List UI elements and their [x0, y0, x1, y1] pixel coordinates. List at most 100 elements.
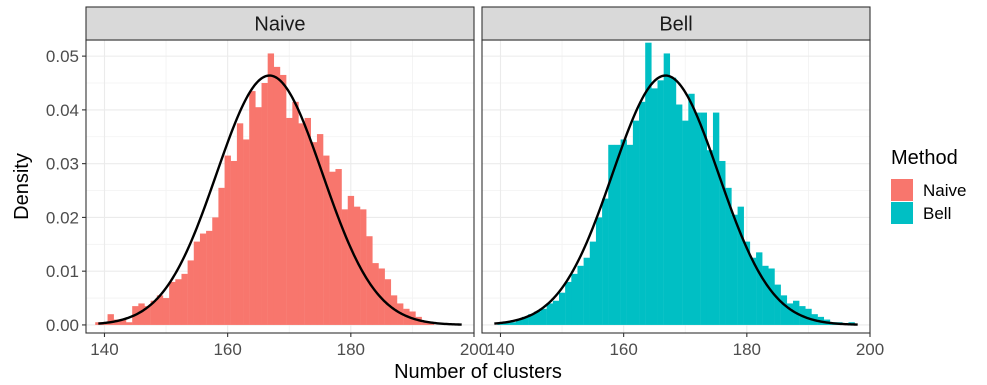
- x-tick-label: 140: [486, 340, 514, 359]
- histogram-bar: [565, 281, 572, 325]
- histogram-bar: [749, 257, 757, 325]
- histogram-bar: [273, 66, 281, 325]
- histogram-bar: [682, 120, 689, 325]
- histogram-bar: [688, 93, 695, 325]
- histogram-bar: [509, 322, 517, 325]
- histogram-bar: [657, 80, 664, 325]
- histogram-bar: [583, 257, 590, 325]
- facet-panel-bell: Bell: [481, 6, 871, 334]
- legend: Method Naive Bell: [891, 147, 966, 224]
- histogram-bar: [663, 53, 671, 325]
- histogram-bar: [310, 142, 318, 325]
- histogram-bar: [694, 112, 701, 325]
- histogram-bar: [503, 322, 510, 325]
- legend-items: Naive Bell: [891, 179, 966, 224]
- histogram-bar: [187, 260, 194, 325]
- histogram-bar: [595, 217, 603, 325]
- histogram-bar: [731, 214, 738, 325]
- histogram-bar: [249, 91, 256, 325]
- histogram-bar: [224, 155, 231, 325]
- histogram-bar: [366, 236, 373, 325]
- histogram-bar: [372, 263, 379, 325]
- histogram-bar: [267, 53, 275, 325]
- histogram-bar: [786, 303, 794, 325]
- histogram-bar: [335, 169, 342, 325]
- histogram-bar: [534, 311, 541, 325]
- histogram-bar: [181, 273, 188, 325]
- x-tick-label: 180: [733, 340, 761, 359]
- histogram-bar: [639, 101, 646, 325]
- histogram-bar: [126, 322, 133, 325]
- histogram-bar: [515, 319, 523, 325]
- histogram-bar: [212, 217, 219, 325]
- histogram-bar: [193, 241, 201, 325]
- histogram-bar: [737, 206, 744, 325]
- histogram-bar: [218, 187, 225, 325]
- histogram-bar: [144, 306, 151, 325]
- histogram-bar: [107, 314, 114, 325]
- histogram-bar: [768, 268, 775, 325]
- histogram-bar: [676, 104, 683, 325]
- facet-strip: [481, 6, 871, 41]
- x-tick-label: 160: [213, 340, 241, 359]
- histogram-bar: [156, 295, 164, 325]
- histogram-bar: [725, 187, 732, 325]
- y-tick-label: 0.05: [46, 47, 79, 66]
- legend-title: Method: [891, 147, 958, 169]
- histogram-bar: [712, 112, 720, 325]
- histogram-bar: [528, 314, 535, 325]
- histogram-bar: [230, 160, 238, 325]
- x-tick-label: 180: [337, 340, 365, 359]
- histogram-bar: [700, 112, 707, 325]
- histogram-bar: [113, 319, 121, 325]
- y-axis: 0.00 0.01 0.02 0.03 0.04 0.05: [46, 47, 86, 335]
- legend-swatch-bell: [891, 202, 913, 224]
- legend-label-naive: Naive: [923, 181, 966, 200]
- panels-layer: Naive Bell: [85, 6, 871, 334]
- histogram-bar: [286, 117, 293, 325]
- histogram-bar: [558, 292, 566, 325]
- histogram-bar: [316, 134, 324, 325]
- histogram-bar: [292, 101, 299, 325]
- histogram-bar: [384, 279, 392, 325]
- histogram-bar: [632, 120, 640, 325]
- histogram-bar: [626, 144, 634, 325]
- histogram-bar: [261, 83, 268, 325]
- x-axis-title: Number of clusters: [394, 361, 562, 383]
- histogram-bar: [329, 171, 336, 325]
- histogram-bar: [608, 144, 615, 325]
- histogram-bar: [571, 273, 578, 325]
- facet-panel-naive: Naive: [85, 6, 475, 334]
- histogram-bar: [522, 316, 529, 325]
- histogram-bar: [347, 195, 355, 325]
- x-tick-label: 160: [609, 340, 637, 359]
- histogram-bar: [602, 198, 609, 325]
- histogram-bar: [255, 107, 262, 325]
- histogram-bar: [150, 300, 158, 325]
- x-tick-label: 200: [856, 340, 884, 359]
- density-curve: [98, 74, 462, 326]
- histogram-bar: [706, 150, 714, 325]
- histogram-bar: [669, 77, 677, 325]
- x-tick-label: 140: [90, 340, 118, 359]
- histogram-bar: [304, 117, 311, 325]
- histogram-bar: [162, 298, 170, 325]
- histogram-bar: [540, 308, 547, 325]
- histogram-bar: [719, 160, 726, 325]
- y-tick-label: 0.03: [46, 155, 79, 174]
- histogram-bar: [175, 279, 182, 325]
- histogram-bar: [552, 300, 560, 325]
- legend-swatch-naive: [891, 179, 913, 201]
- histogram-bar: [780, 295, 788, 325]
- facet-strip-title: Bell: [659, 14, 692, 36]
- histogram-bar: [280, 74, 287, 325]
- y-axis-title: Density: [11, 153, 33, 220]
- facet-strip-title: Naive: [254, 14, 305, 36]
- histogram-bar: [620, 139, 627, 325]
- histogram-bar: [577, 265, 584, 325]
- histogram-bar: [360, 209, 367, 325]
- histogram-bar: [774, 284, 781, 325]
- histogram-bar: [323, 155, 330, 325]
